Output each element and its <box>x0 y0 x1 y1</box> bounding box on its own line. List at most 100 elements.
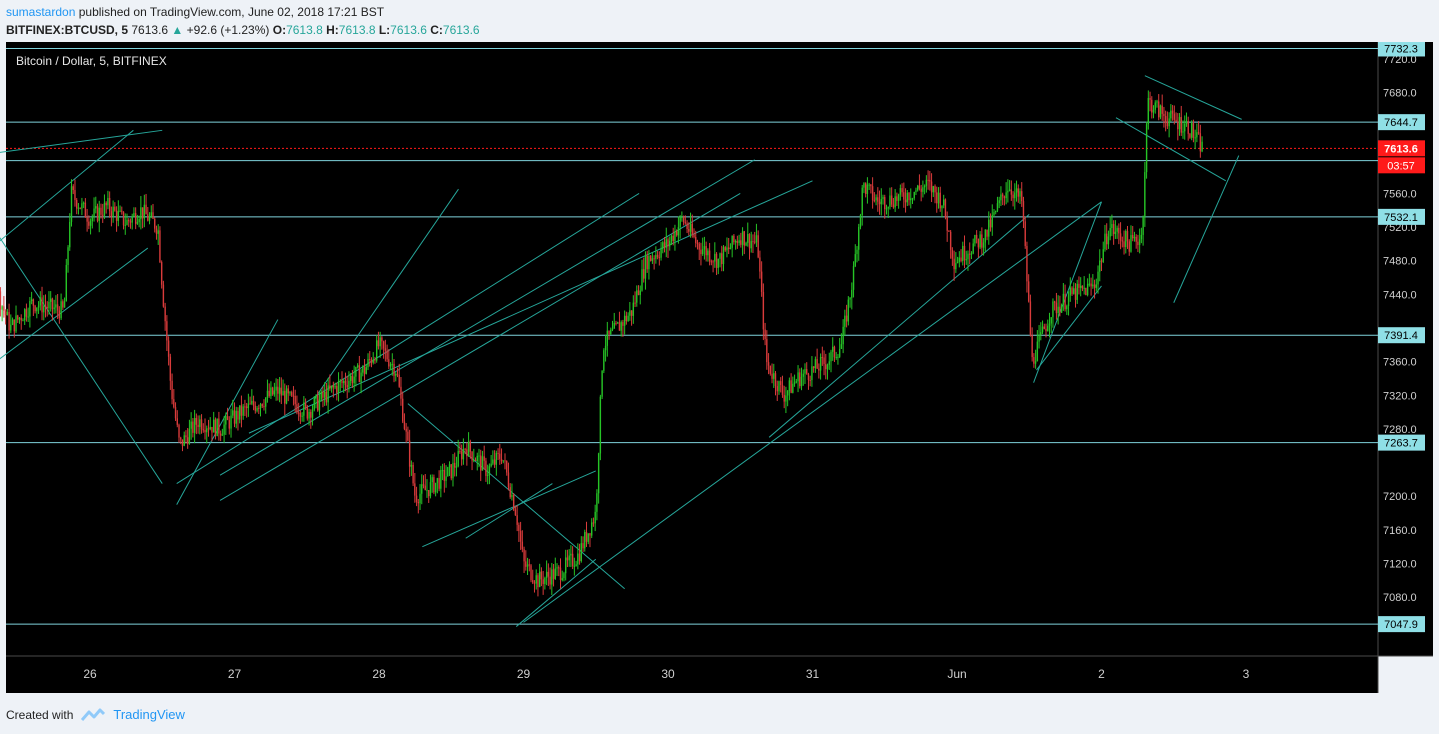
candle-body <box>963 245 966 261</box>
candle-body <box>1158 101 1160 118</box>
candle-body <box>639 290 641 296</box>
candle-body <box>1184 123 1186 132</box>
candle-body <box>473 459 475 461</box>
candle-body <box>847 299 850 322</box>
candle-body <box>49 298 52 302</box>
candle-body <box>1003 196 1006 199</box>
trend-line[interactable] <box>1033 201 1102 383</box>
plot-area[interactable] <box>6 42 1378 656</box>
candle-body <box>1151 99 1153 113</box>
trend-line[interactable] <box>515 558 597 627</box>
candle-body <box>981 234 983 248</box>
candle-body <box>69 221 71 248</box>
candle-body <box>207 428 210 430</box>
candle-body <box>523 549 525 562</box>
candle-body <box>178 424 180 438</box>
trend-line[interactable] <box>523 201 1102 623</box>
trend-line[interactable] <box>176 192 640 484</box>
candle-body <box>939 192 941 209</box>
candle-body <box>1066 306 1068 310</box>
candle-body <box>837 356 839 358</box>
author-link[interactable]: sumastardon <box>6 5 76 19</box>
candle-body <box>440 470 442 489</box>
candle-body <box>13 319 15 332</box>
price-chart[interactable]: 7720.0 7680.0 7560.0 7520.0 7480.0 7440.0 7360… <box>0 42 1439 699</box>
candle-body <box>1175 119 1177 122</box>
candle-body <box>375 340 378 361</box>
candle-body <box>228 420 230 429</box>
high-label: H: <box>326 23 339 37</box>
candle-body <box>157 230 159 234</box>
x-tick-label: 27 <box>228 667 242 681</box>
candle-body <box>275 386 277 391</box>
candle-body <box>233 410 236 424</box>
trend-line[interactable] <box>0 156 163 484</box>
candle-body <box>485 460 487 476</box>
candle-body <box>1178 117 1181 130</box>
trend-line[interactable] <box>422 470 596 548</box>
candle-body <box>901 188 903 193</box>
candle-body <box>727 247 730 250</box>
trend-line[interactable] <box>313 188 459 400</box>
candle-body <box>1100 260 1103 262</box>
tradingview-brand-link[interactable]: TradingView <box>113 707 185 722</box>
candle-body <box>578 553 581 562</box>
candle-body <box>965 259 967 261</box>
candle-body <box>1152 109 1155 113</box>
candle-body <box>502 460 504 462</box>
trend-line[interactable] <box>1036 285 1102 371</box>
trend-line[interactable] <box>465 483 553 539</box>
trend-line[interactable] <box>219 192 741 501</box>
candle-body <box>173 399 175 408</box>
candle-body <box>760 271 763 292</box>
candle-body <box>1185 121 1188 124</box>
candle-body <box>1027 281 1030 302</box>
candle-body <box>141 207 144 219</box>
candle-body <box>504 460 506 462</box>
x-tick-label: 31 <box>806 667 820 681</box>
candle-body <box>701 249 704 255</box>
candle-body <box>291 392 293 396</box>
candle-body <box>1019 191 1021 197</box>
chart-header: sumastardon published on TradingView.com… <box>6 3 480 39</box>
candle-body <box>195 418 198 425</box>
candle-body <box>752 241 754 243</box>
candle-body <box>23 309 26 321</box>
candle-body <box>204 429 206 433</box>
candle-body <box>478 455 480 457</box>
candle-body <box>115 210 118 221</box>
candle-body <box>587 533 589 542</box>
x-tick-label: 26 <box>83 667 97 681</box>
candle-body <box>27 316 29 318</box>
trend-line[interactable] <box>407 403 625 590</box>
trend-line[interactable] <box>0 247 149 399</box>
candle-body <box>887 206 889 209</box>
trend-line[interactable] <box>1144 75 1242 120</box>
candle-body <box>691 223 693 235</box>
candle-body <box>1060 304 1063 313</box>
candle-body <box>410 464 413 467</box>
candle-body <box>993 212 995 216</box>
trend-line[interactable] <box>0 129 163 159</box>
candle-body <box>325 391 328 403</box>
candle-body <box>39 297 41 306</box>
candle-body <box>937 192 940 204</box>
trend-line[interactable] <box>248 180 813 434</box>
time-axis[interactable] <box>6 656 1378 693</box>
trend-line[interactable] <box>1115 117 1227 182</box>
candle-body <box>103 202 106 216</box>
trend-line[interactable] <box>1173 155 1240 303</box>
candle-body <box>334 386 336 388</box>
footer: Created with TradingView <box>6 707 185 722</box>
candle-body <box>708 250 711 262</box>
candle-body <box>256 407 258 411</box>
candle-body <box>462 448 465 460</box>
trend-line[interactable] <box>768 214 1030 438</box>
candle-body <box>1149 98 1151 100</box>
candle-body <box>58 310 61 319</box>
trend-line[interactable] <box>0 129 134 286</box>
candle-body <box>422 484 425 486</box>
candle-body <box>603 350 605 371</box>
candle-body <box>351 375 354 384</box>
candle-body <box>643 269 645 279</box>
